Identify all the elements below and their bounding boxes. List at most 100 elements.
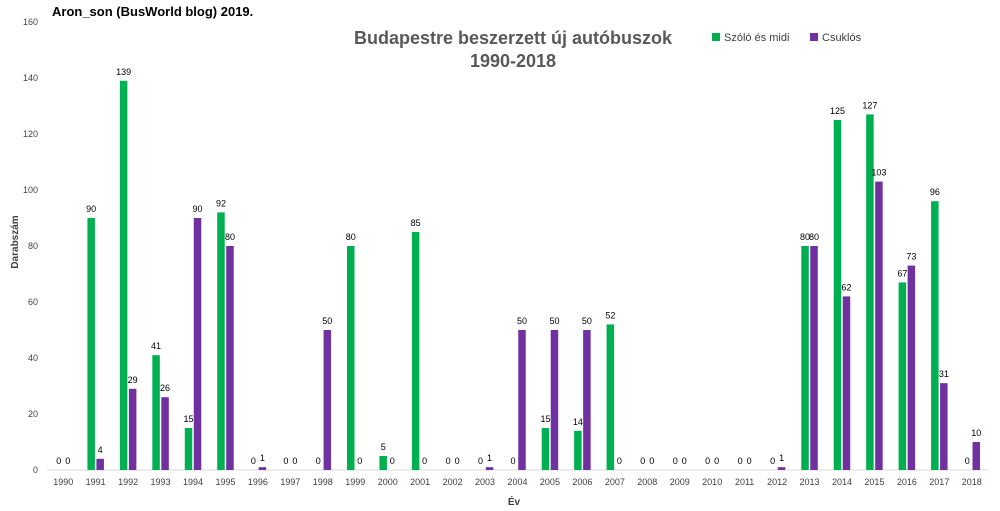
data-label: 50	[322, 316, 332, 326]
x-tick-label: 1995	[215, 477, 235, 487]
data-label: 0	[965, 456, 970, 466]
x-tick-label: 2018	[962, 477, 982, 487]
x-tick-label: 2009	[670, 477, 690, 487]
data-label: 90	[193, 204, 203, 214]
data-label: 0	[478, 456, 483, 466]
bar-szolo	[87, 218, 95, 470]
data-label: 0	[649, 456, 654, 466]
x-tick-label: 1990	[53, 477, 73, 487]
bar-csuklos	[518, 330, 526, 470]
bar-csuklos	[323, 330, 332, 470]
data-label: 0	[617, 456, 622, 466]
data-label: 125	[830, 106, 845, 116]
data-label: 0	[283, 456, 288, 466]
x-tick-label: 2005	[540, 477, 560, 487]
data-label: 73	[906, 252, 916, 262]
legend-label-szolo: Szóló és midi	[724, 32, 789, 44]
data-label: 0	[251, 456, 256, 466]
data-label: 31	[939, 369, 949, 379]
bar-csuklos	[485, 467, 494, 470]
data-label: 0	[714, 456, 719, 466]
x-tick-label: 1999	[345, 477, 365, 487]
x-tick-label: 2012	[767, 477, 787, 487]
bar-szolo	[574, 430, 582, 470]
legend-label-csuklos: Csuklós	[822, 32, 862, 44]
data-label: 80	[225, 232, 235, 242]
data-label: 0	[422, 456, 427, 466]
data-label: 0	[747, 456, 752, 466]
bar-szolo	[347, 246, 355, 470]
bar-szolo	[379, 456, 387, 470]
data-label: 41	[151, 341, 161, 351]
bar-csuklos	[258, 467, 267, 470]
data-label: 0	[673, 456, 678, 466]
x-tick-label: 1994	[183, 477, 203, 487]
data-label: 139	[116, 67, 131, 77]
data-label: 0	[316, 456, 321, 466]
data-label: 80	[800, 232, 810, 242]
data-label: 0	[738, 456, 743, 466]
x-tick-label: 2000	[378, 477, 398, 487]
x-tick-label: 1992	[118, 477, 138, 487]
data-label: 4	[98, 445, 103, 455]
bar-szolo	[541, 428, 550, 470]
data-label: 62	[841, 282, 851, 292]
data-label: 50	[549, 316, 559, 326]
data-label: 0	[455, 456, 460, 466]
bar-csuklos	[972, 442, 981, 470]
x-tick-label: 2016	[897, 477, 917, 487]
legend-swatch-csuklos	[810, 33, 818, 41]
x-tick-label: 2017	[929, 477, 949, 487]
data-label: 50	[582, 316, 592, 326]
bar-szolo	[217, 212, 225, 470]
data-label: 80	[346, 232, 356, 242]
bar-szolo	[606, 324, 615, 470]
y-tick-label: 140	[23, 73, 38, 83]
data-label: 85	[411, 218, 421, 228]
data-label: 0	[65, 456, 70, 466]
data-label: 1	[260, 453, 265, 463]
legend-swatch-szolo	[712, 33, 720, 41]
data-label: 0	[682, 456, 687, 466]
data-label: 1	[779, 453, 784, 463]
data-label: 29	[128, 375, 138, 385]
data-label: 14	[573, 417, 583, 427]
x-tick-label: 2013	[800, 477, 820, 487]
bar-csuklos	[226, 246, 234, 470]
bar-szolo	[119, 80, 128, 471]
x-axis-title: Év	[508, 495, 521, 508]
chart-subtitle: 1990-2018	[470, 51, 556, 71]
bar-szolo	[801, 246, 809, 470]
data-label: 0	[705, 456, 710, 466]
x-tick-label: 2002	[443, 477, 463, 487]
bar-szolo	[152, 355, 160, 470]
bar-csuklos	[161, 397, 169, 470]
bars	[87, 80, 981, 471]
data-label: 0	[446, 456, 451, 466]
x-tick-label: 2008	[637, 477, 657, 487]
bar-szolo	[931, 201, 939, 470]
data-label: 127	[862, 100, 877, 110]
bar-csuklos	[583, 330, 591, 470]
bar-szolo	[184, 428, 193, 470]
bar-csuklos	[810, 246, 818, 470]
bar-csuklos	[940, 383, 948, 470]
data-label: 92	[216, 198, 226, 208]
x-tick-label: 2001	[410, 477, 430, 487]
data-label: 80	[809, 232, 819, 242]
data-label: 50	[517, 316, 527, 326]
data-label: 0	[390, 456, 395, 466]
y-tick-label: 60	[28, 297, 38, 307]
x-tick-label: 2004	[507, 477, 527, 487]
data-label: 67	[897, 268, 907, 278]
bar-csuklos	[842, 296, 851, 470]
y-tick-label: 0	[33, 465, 38, 475]
x-tick-label: 2006	[572, 477, 592, 487]
x-tick-label: 1996	[248, 477, 268, 487]
x-tick-label: 2003	[475, 477, 495, 487]
bar-csuklos	[96, 458, 104, 470]
chart-title: Budapestre beszerzett új autóbuszok	[354, 28, 673, 48]
